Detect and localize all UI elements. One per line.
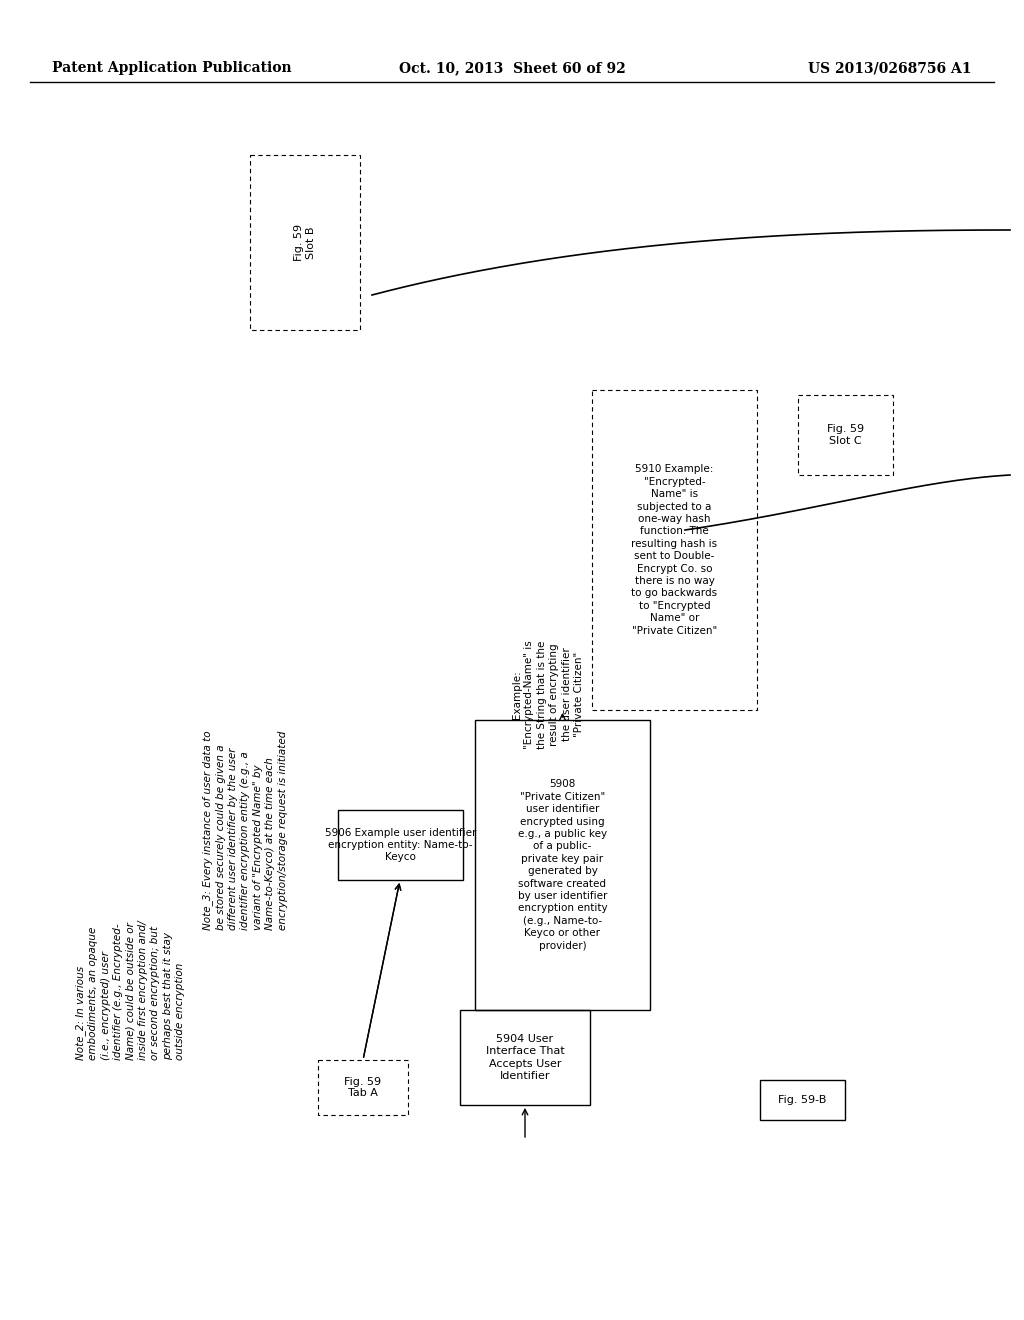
Text: 5904 User
Interface That
Accepts User
Identifier: 5904 User Interface That Accepts User Id…: [485, 1034, 564, 1081]
Bar: [338, 810, 463, 880]
Text: Fig. 59
Slot B: Fig. 59 Slot B: [294, 224, 315, 261]
Text: Note_3: Every instance of user data to
be stored securely could be given a
diffe: Note_3: Every instance of user data to b…: [203, 730, 288, 929]
Text: Patent Application Publication: Patent Application Publication: [52, 61, 292, 75]
Bar: [760, 1080, 845, 1119]
Text: 5910 Example:
"Encrypted-
Name" is
subjected to a
one-way hash
function. The
res: 5910 Example: "Encrypted- Name" is subje…: [632, 465, 718, 636]
Text: 5906 Example user identifier
encryption entity: Name-to-
Keyco: 5906 Example user identifier encryption …: [325, 828, 476, 862]
Text: 5908
"Private Citizen"
user identifier
encrypted using
e.g., a public key
of a p: 5908 "Private Citizen" user identifier e…: [518, 779, 607, 950]
Bar: [318, 1060, 408, 1115]
Bar: [475, 719, 650, 1010]
Bar: [798, 395, 893, 475]
Text: Fig. 59-B: Fig. 59-B: [778, 1096, 826, 1105]
Text: Fig. 59
Slot C: Fig. 59 Slot C: [827, 424, 864, 446]
Text: Fig. 59
Tab A: Fig. 59 Tab A: [344, 1077, 382, 1098]
Bar: [250, 154, 360, 330]
Bar: [460, 1010, 590, 1105]
Text: Example:
"Encrypted-Name" is
the String that is the
result of encrypting
the use: Example: "Encrypted-Name" is the String …: [512, 640, 584, 748]
Text: Oct. 10, 2013  Sheet 60 of 92: Oct. 10, 2013 Sheet 60 of 92: [398, 61, 626, 75]
Bar: [592, 389, 757, 710]
Text: US 2013/0268756 A1: US 2013/0268756 A1: [809, 61, 972, 75]
Text: Note_2: In various
embodiments, an opaque
(i.e., encrypted) user
identifier (e.g: Note_2: In various embodiments, an opaqu…: [75, 920, 185, 1060]
